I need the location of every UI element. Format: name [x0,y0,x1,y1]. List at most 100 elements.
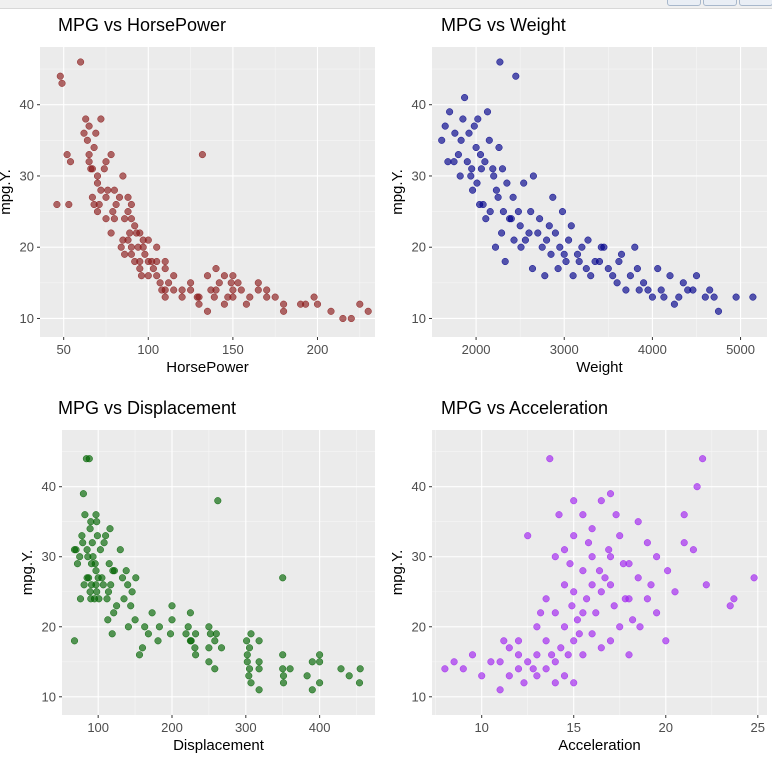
data-point [542,665,550,673]
data-point [255,665,263,673]
data-point [498,229,506,237]
data-point [680,539,688,547]
data-point [302,300,310,308]
data-point [706,286,714,294]
data-point [100,539,108,547]
data-point [127,250,135,258]
y-tick-label: 20 [412,619,426,634]
data-point [212,630,220,638]
plot-grid: 50 100 150 200 10 20 30 40 MPG vs HorsePower Hors… [0,9,772,773]
data-point [558,208,567,216]
data-point [538,243,546,251]
data-point [127,243,135,251]
data-point [122,567,130,575]
data-point [279,574,287,582]
x-tick-label: 200 [161,720,183,735]
data-point [562,257,570,266]
x-tick-label: 300 [235,720,257,735]
data-point [127,215,135,223]
data-point [153,272,161,280]
data-point [73,560,82,568]
data-point [92,129,100,137]
data-point [606,553,615,561]
data-point [210,293,218,301]
data-point [195,300,203,308]
data-point [116,546,124,554]
data-point [153,257,161,266]
data-point [136,265,144,273]
data-point [93,518,101,526]
data-point [66,158,75,166]
data-point [203,272,212,280]
data-point [547,250,555,258]
data-point [551,679,559,687]
data-point [479,200,487,209]
data-point [212,265,220,273]
data-point [660,293,668,301]
data-point [119,172,127,180]
data-point [220,272,228,280]
data-point [490,172,498,180]
data-point [242,300,250,308]
data-point [205,658,213,666]
data-point [254,279,262,287]
data-point [536,215,544,223]
export-button[interactable] [703,0,737,6]
data-point [634,518,642,526]
data-point [514,208,522,216]
data-point [664,567,672,575]
popout-button[interactable] [739,0,772,6]
data-point [470,122,478,130]
data-point [566,560,574,568]
data-point [83,546,91,554]
data-point [643,595,651,603]
data-point [573,250,582,258]
data-point [356,300,364,308]
data-point [187,637,195,645]
data-point [689,546,697,554]
data-point [495,143,503,152]
data-point [92,567,100,575]
data-point [88,539,96,547]
data-point [653,609,661,617]
data-point [124,193,132,201]
data-point [542,637,550,645]
data-point [482,215,490,223]
data-point [95,595,103,603]
panel-background [40,47,375,337]
data-point [110,215,118,223]
data-point [345,672,353,680]
data-point [102,158,110,166]
data-point [644,286,652,294]
data-point [110,186,118,194]
zoom-button[interactable] [667,0,701,6]
x-tick-label: 15 [566,720,580,735]
data-point [505,672,513,680]
data-point [56,72,64,80]
data-point [83,136,91,144]
data-point [643,539,651,547]
data-point [212,286,220,294]
data-point [149,265,157,273]
data-point [286,665,294,673]
data-point [195,293,203,301]
data-point [104,186,112,194]
data-point [339,314,347,323]
data-point [582,265,590,273]
data-point [255,658,263,666]
data-point [500,637,508,645]
data-point [520,679,528,687]
data-point [161,257,169,266]
data-point [117,243,125,251]
data-point [364,307,372,315]
data-point [90,143,98,152]
data-point [489,165,497,173]
data-point [657,286,665,294]
data-point [138,644,147,652]
y-tick-label: 40 [412,479,426,494]
data-point [633,265,641,273]
x-tick-label: 400 [309,720,331,735]
data-point [583,595,591,603]
data-point [579,609,587,617]
data-point [441,665,449,673]
